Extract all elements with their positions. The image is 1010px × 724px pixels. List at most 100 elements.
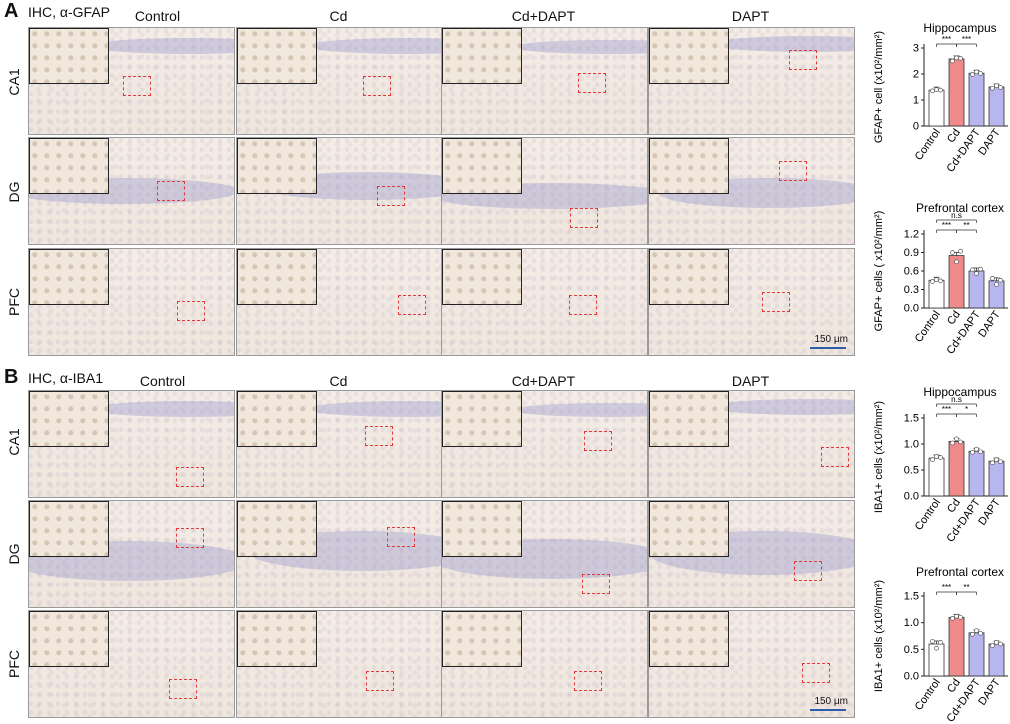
data-point [998, 277, 1003, 283]
y-axis-label: GFAP+ cell (x10²/mm²) [873, 31, 885, 143]
significance-label: ** [963, 221, 969, 230]
inset-zoom [29, 138, 109, 194]
panel-b-col-control: Control [139, 373, 186, 389]
y-tick-label: 0.0 [904, 671, 919, 683]
panel-a-row-ca1: CA1 [6, 68, 22, 96]
bar [948, 616, 965, 677]
inset-zoom [442, 28, 522, 84]
roi-box [365, 426, 393, 446]
inset-zoom [237, 611, 317, 667]
micrograph-a-dg-cd [236, 137, 443, 245]
roi-box [779, 161, 807, 181]
data-point [978, 630, 983, 636]
data-point [954, 613, 959, 619]
data-point [930, 638, 935, 644]
y-axis-label: IBA1+ cells (x10²/mm²) [873, 580, 885, 692]
inset-zoom [442, 501, 522, 557]
data-point [938, 87, 943, 93]
data-point [994, 640, 999, 645]
data-point [954, 436, 959, 442]
panel-b-row-ca1: CA1 [6, 428, 22, 456]
significance-label: *** [962, 35, 971, 44]
x-tick-label: DAPT [976, 127, 1003, 158]
inset-zoom [237, 249, 317, 305]
inset-zoom [29, 391, 109, 447]
roi-box [377, 186, 405, 206]
data-point [950, 250, 955, 255]
inset-zoom [649, 28, 729, 84]
chart-title: Prefrontal cortex [916, 201, 1004, 215]
data-point [978, 449, 983, 455]
micrograph-a-pfc-control [28, 248, 235, 356]
micrograph-b-ca1-cd [236, 390, 443, 498]
scale-bar [810, 709, 846, 711]
panel-a-col-cd-dapt: Cd+DAPT [511, 8, 576, 24]
data-point [938, 640, 943, 645]
significance-label: * [965, 405, 968, 414]
scale-bar-label: 150 μm [814, 334, 848, 345]
y-tick-label: 1.5 [904, 413, 919, 425]
micrograph-b-pfc-control [28, 610, 235, 718]
data-point [934, 87, 939, 92]
significance-label: n.s [951, 211, 962, 220]
bar [968, 450, 985, 497]
micrograph-a-pfc-cd-dapt [441, 248, 648, 356]
bar [988, 643, 1005, 677]
micrograph-a-pfc-dapt: 150 μm [648, 248, 855, 356]
roi-box [363, 76, 391, 96]
data-point [954, 259, 959, 265]
micrograph-b-dg-dapt [648, 500, 855, 608]
bar [948, 58, 965, 127]
micrograph-a-ca1-cd-dapt [441, 27, 648, 135]
panel-a-col-cd: Cd [329, 8, 348, 24]
y-tick-label: 2 [913, 69, 919, 81]
panel-a-row-pfc: PFC [6, 288, 22, 316]
significance-label: *** [942, 35, 951, 44]
micrograph-a-ca1-control [28, 27, 235, 135]
y-tick-label: 3 [913, 43, 919, 55]
panel-a-col-dapt: DAPT [731, 8, 770, 24]
micrograph-b-ca1-dapt [648, 390, 855, 498]
bar-chart-iba1-prefrontal-cortex: Prefrontal cortex IBA1+ cells (x10²/mm²) 0… [873, 565, 1008, 724]
roi-box [794, 561, 822, 581]
panel-b-col-cd-dapt: Cd+DAPT [511, 373, 576, 389]
significance-label: *** [942, 221, 951, 230]
panel-b-row-dg: DG [6, 543, 22, 565]
roi-box [578, 73, 606, 93]
panel-letter-a: A [4, 0, 19, 22]
data-point [950, 440, 955, 446]
roi-box [802, 663, 830, 683]
x-tick-label: Cd [945, 309, 963, 327]
inset-zoom [442, 249, 522, 305]
micrograph-b-pfc-dapt: 150 μm [648, 610, 855, 718]
significance-label: *** [942, 405, 951, 414]
chart-title: Hippocampus [923, 385, 996, 399]
micrograph-a-dg-dapt [648, 137, 855, 245]
chart-title: Prefrontal cortex [916, 565, 1004, 579]
roi-box [570, 208, 598, 228]
roi-box [169, 679, 197, 699]
micrograph-b-dg-cd [236, 500, 443, 608]
data-point [974, 628, 979, 634]
inset-zoom [237, 391, 317, 447]
micrograph-a-ca1-cd [236, 27, 443, 135]
roi-box [582, 574, 610, 594]
data-point [970, 72, 975, 77]
data-point [998, 641, 1003, 647]
y-tick-label: 1.2 [904, 229, 919, 241]
y-tick-label: 0.0 [904, 303, 919, 315]
x-tick-label: Cd [945, 677, 963, 695]
data-point [994, 282, 999, 287]
inset-zoom [649, 611, 729, 667]
roi-box [123, 76, 151, 96]
scale-bar-label: 150 μm [814, 696, 848, 707]
y-tick-label: 0.9 [904, 247, 919, 259]
data-point [990, 85, 995, 91]
roi-box [574, 671, 602, 691]
data-point [954, 55, 959, 61]
data-point [994, 83, 999, 89]
bar [968, 270, 985, 309]
panel-a-col-control: Control [134, 8, 181, 24]
data-point [990, 643, 995, 648]
